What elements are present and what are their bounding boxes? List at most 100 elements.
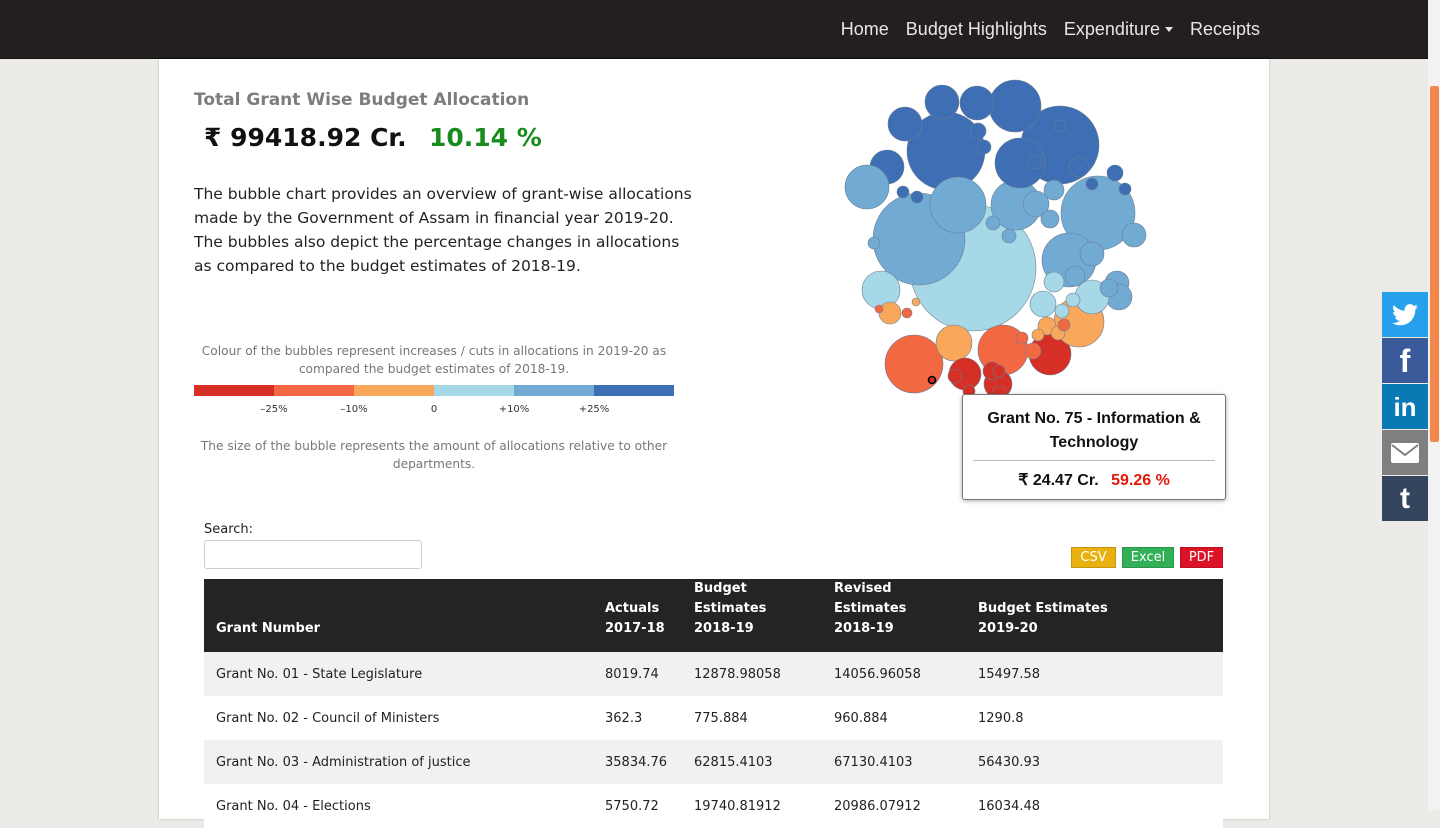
twitter-share-button[interactable] bbox=[1382, 292, 1428, 337]
table-row[interactable]: Grant No. 03 - Administration of justice… bbox=[204, 740, 1223, 784]
tumblr-icon: t bbox=[1400, 481, 1410, 515]
column-header-be-2018-19[interactable]: Budget Estimates 2018-19 bbox=[682, 579, 822, 652]
column-header-actuals[interactable]: Actuals 2017-18 bbox=[593, 579, 682, 652]
cell-grant: Grant No. 04 - Elections bbox=[216, 798, 371, 814]
grant-bubble[interactable] bbox=[901, 307, 913, 319]
hovered-grant-bubble[interactable] bbox=[927, 375, 937, 385]
header-line2: 2017-18 bbox=[605, 621, 665, 636]
main-content: Total Grant Wise Budget Allocation ₹ 994… bbox=[159, 59, 1269, 828]
grant-bubble[interactable] bbox=[910, 190, 924, 204]
page-scrollbar[interactable] bbox=[1428, 0, 1440, 810]
size-legend-note: The size of the bubble represents the am… bbox=[200, 439, 668, 471]
grant-bubble[interactable] bbox=[1085, 177, 1099, 191]
column-header-re-2018-19[interactable]: Revised Estimates 2018-19 bbox=[822, 579, 966, 652]
grant-bubble[interactable] bbox=[896, 185, 910, 199]
linkedin-share-button[interactable]: in bbox=[1382, 384, 1428, 429]
cell-be-2018: 62815.4103 bbox=[694, 754, 773, 770]
grant-bubble[interactable] bbox=[884, 334, 944, 394]
grant-bubble[interactable] bbox=[1065, 292, 1081, 308]
excel-export-button[interactable]: Excel bbox=[1122, 547, 1174, 568]
grant-bubble[interactable] bbox=[887, 106, 923, 142]
grant-bubble[interactable] bbox=[924, 84, 960, 120]
tumblr-share-button[interactable]: t bbox=[1382, 476, 1428, 521]
grant-bubble[interactable] bbox=[929, 176, 987, 234]
csv-export-button[interactable]: CSV bbox=[1071, 547, 1116, 568]
nav-expenditure-dropdown[interactable]: Expenditure bbox=[1064, 19, 1173, 40]
cell-actuals: 362.3 bbox=[605, 710, 643, 726]
email-share-button[interactable] bbox=[1382, 430, 1428, 475]
grant-bubble[interactable] bbox=[878, 301, 902, 325]
grant-bubble[interactable] bbox=[1106, 164, 1124, 182]
grant-bubble[interactable] bbox=[1031, 328, 1045, 342]
nav-home-link[interactable]: Home bbox=[840, 18, 889, 39]
bubble-tooltip: Grant No. 75 - Information & Technology … bbox=[962, 394, 1226, 500]
search-input[interactable] bbox=[204, 540, 422, 569]
grant-bubble[interactable] bbox=[1001, 228, 1017, 244]
grant-bubble[interactable] bbox=[1027, 154, 1043, 170]
grant-bubble[interactable] bbox=[1057, 318, 1071, 332]
grant-bubble[interactable] bbox=[969, 122, 987, 140]
chevron-down-icon bbox=[1164, 26, 1173, 32]
header-line2: 2019-20 bbox=[978, 621, 1038, 636]
scrollbar-thumb[interactable] bbox=[1430, 86, 1439, 442]
grant-bubble[interactable] bbox=[1068, 156, 1090, 178]
nav-receipts-link[interactable]: Receipts bbox=[1189, 18, 1260, 39]
grant-bubble[interactable] bbox=[1043, 179, 1065, 201]
grant-bubble[interactable] bbox=[1099, 278, 1119, 298]
grant-bubble[interactable] bbox=[1118, 182, 1132, 196]
scale-label: +25% bbox=[578, 404, 610, 415]
envelope-icon bbox=[1391, 442, 1419, 463]
tooltip-divider bbox=[973, 460, 1215, 461]
facebook-icon: f bbox=[1399, 342, 1411, 379]
top-navbar: Home Budget Highlights Expenditure Recei… bbox=[0, 0, 1440, 59]
grant-bubble[interactable] bbox=[1043, 271, 1065, 293]
grant-bubble[interactable] bbox=[1015, 331, 1029, 345]
grant-bubble[interactable] bbox=[1079, 241, 1105, 267]
column-header-be-2019-20[interactable]: Budget Estimates 2019-20 bbox=[966, 579, 1223, 652]
grant-bubble[interactable] bbox=[867, 236, 881, 250]
facebook-share-button[interactable]: f bbox=[1382, 338, 1428, 383]
header-line1: Budget Estimates bbox=[694, 581, 767, 616]
grant-bubble[interactable] bbox=[985, 215, 1001, 231]
grant-allocation-table: Grant Number Actuals 2017-18 Budget Esti… bbox=[204, 579, 1223, 828]
table-row[interactable]: Grant No. 02 - Council of Ministers 362.… bbox=[204, 696, 1223, 740]
grant-bubble[interactable] bbox=[1121, 222, 1147, 248]
twitter-icon bbox=[1392, 303, 1418, 325]
cell-actuals: 5750.72 bbox=[605, 798, 659, 814]
grant-bubble[interactable] bbox=[911, 297, 921, 307]
cell-re-2018: 20986.07912 bbox=[834, 798, 921, 814]
grant-bubble[interactable] bbox=[959, 85, 995, 121]
grant-bubble[interactable] bbox=[1024, 342, 1042, 360]
grant-bubble[interactable] bbox=[1064, 265, 1086, 287]
grant-bubble[interactable] bbox=[1029, 290, 1057, 318]
cell-be-2019: 1290.8 bbox=[978, 710, 1024, 726]
table-row[interactable]: Grant No. 04 - Elections 5750.72 19740.8… bbox=[204, 784, 1223, 828]
grant-bubble[interactable] bbox=[1022, 190, 1050, 218]
grant-bubble[interactable] bbox=[935, 324, 973, 362]
header-line1: Revised Estimates bbox=[834, 581, 907, 616]
pdf-export-button[interactable]: PDF bbox=[1180, 547, 1223, 568]
grant-bubble[interactable] bbox=[947, 368, 963, 384]
cell-be-2019: 16034.48 bbox=[978, 798, 1041, 814]
nav-menu: Home Budget Highlights Expenditure Recei… bbox=[824, 0, 1260, 58]
grant-bubble[interactable] bbox=[1053, 119, 1067, 133]
grant-bubble[interactable] bbox=[1054, 303, 1070, 319]
scale-segment bbox=[514, 385, 594, 396]
grant-bubble[interactable] bbox=[844, 164, 890, 210]
column-header-grant-number[interactable]: Grant Number bbox=[204, 579, 593, 652]
table-row[interactable]: Grant No. 01 - State Legislature 8019.74… bbox=[204, 652, 1223, 696]
header-line1: Actuals bbox=[605, 601, 660, 616]
scale-label: –10% bbox=[340, 404, 368, 415]
colour-legend-note: Colour of the bubbles represent increase… bbox=[201, 344, 667, 376]
header-line2: 2018-19 bbox=[694, 621, 754, 636]
header-line2: Grant Number bbox=[216, 621, 321, 636]
grant-bubble[interactable] bbox=[976, 139, 992, 155]
grant-bubble[interactable] bbox=[874, 304, 884, 314]
cell-be-2019: 56430.93 bbox=[978, 754, 1041, 770]
grant-bubble[interactable] bbox=[994, 137, 1046, 189]
nav-budget-highlights-link[interactable]: Budget Highlights bbox=[905, 18, 1047, 39]
grant-bubble-chart[interactable] bbox=[829, 71, 1159, 411]
grant-bubble[interactable] bbox=[992, 364, 1006, 378]
grant-bubble[interactable] bbox=[988, 79, 1042, 133]
grant-bubble[interactable] bbox=[1040, 209, 1060, 229]
